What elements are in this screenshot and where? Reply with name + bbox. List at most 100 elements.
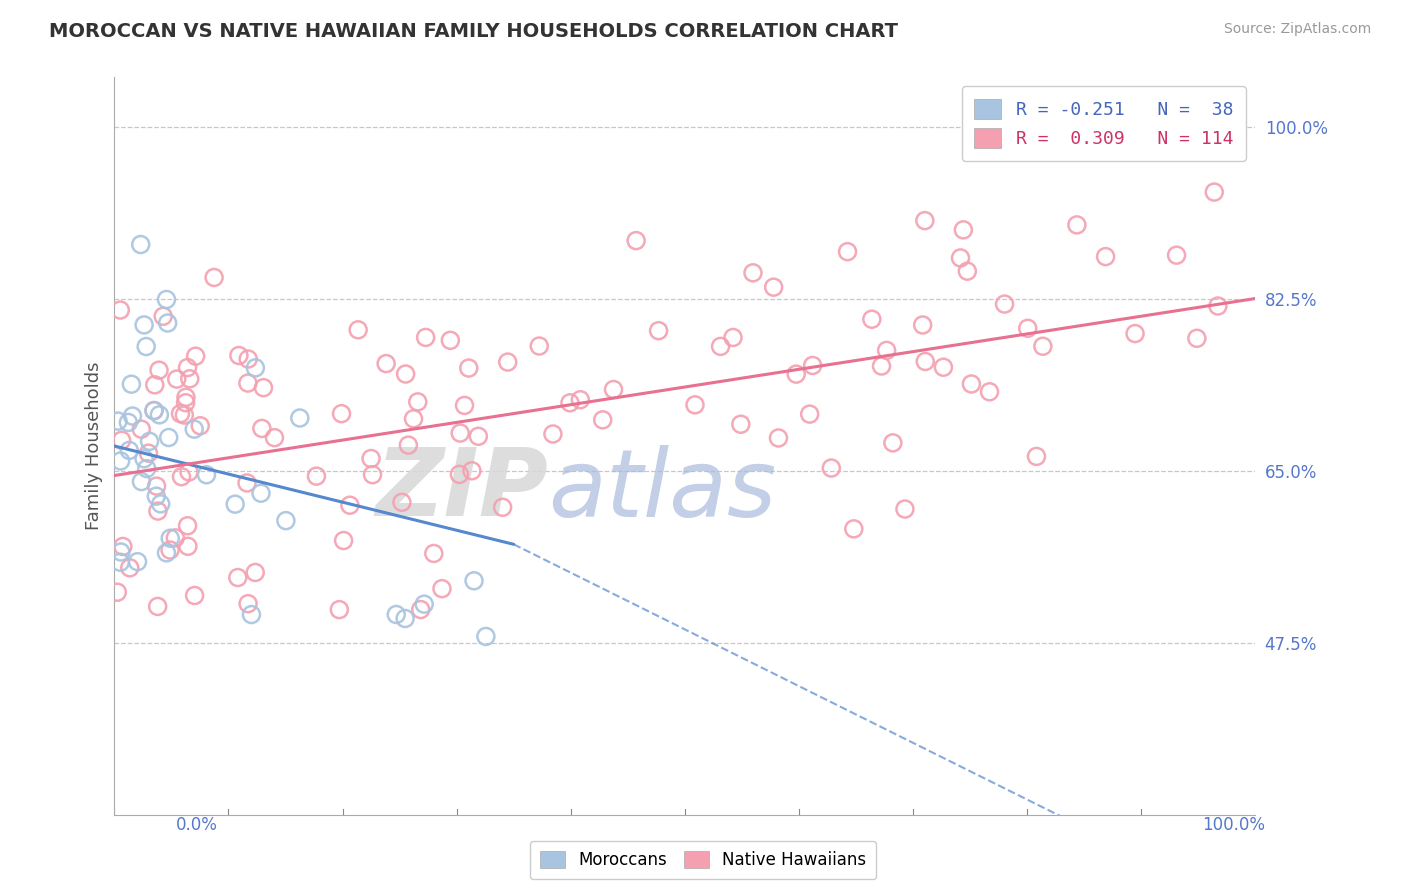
Point (135, 461, 157, 475)
Point (361, 467, 384, 482)
Point (121, 409, 143, 423)
Point (138, 434, 160, 449)
Point (236, 376, 259, 390)
Point (145, 479, 167, 493)
Point (457, 361, 479, 376)
Point (148, 408, 170, 422)
Point (250, 486, 273, 500)
Point (165, 531, 187, 545)
Point (347, 323, 370, 337)
Legend: R = -0.251   N =  38, R =  0.309   N = 114: R = -0.251 N = 38, R = 0.309 N = 114 (962, 87, 1246, 161)
Point (274, 514, 297, 528)
Point (1025, 450, 1047, 464)
Point (1204, 185, 1226, 199)
Point (110, 303, 132, 318)
Point (1032, 339, 1054, 353)
Point (1017, 321, 1039, 335)
Point (730, 417, 752, 432)
Point (453, 398, 475, 412)
Point (174, 390, 197, 404)
Point (174, 396, 197, 410)
Point (170, 469, 193, 483)
Point (129, 237, 152, 252)
Point (406, 395, 429, 409)
Point (402, 411, 425, 425)
Point (395, 367, 418, 381)
Point (860, 312, 883, 326)
Point (785, 367, 807, 381)
Point (226, 570, 249, 584)
Text: 100.0%: 100.0% (1202, 816, 1265, 834)
Point (105, 585, 128, 599)
Point (328, 602, 350, 616)
Point (245, 566, 267, 580)
Point (224, 497, 246, 511)
Point (541, 427, 564, 442)
Point (184, 349, 207, 363)
Point (1066, 218, 1088, 232)
Text: atlas: atlas (548, 445, 776, 536)
Point (183, 422, 205, 436)
Point (177, 465, 200, 479)
Point (762, 280, 785, 294)
Point (979, 384, 1001, 399)
Point (415, 330, 437, 344)
Point (157, 430, 180, 444)
Point (155, 293, 177, 307)
Point (129, 422, 152, 436)
Point (252, 381, 274, 395)
Point (385, 607, 408, 622)
Point (529, 339, 551, 353)
Point (475, 630, 498, 644)
Point (721, 330, 744, 344)
Point (263, 431, 285, 445)
Point (709, 339, 731, 353)
Point (439, 334, 461, 348)
Point (155, 546, 177, 560)
Point (461, 464, 484, 478)
Point (801, 359, 824, 373)
Text: ZIP: ZIP (375, 444, 548, 536)
Point (463, 574, 485, 588)
Point (138, 446, 160, 460)
Point (117, 416, 139, 430)
Point (127, 555, 149, 569)
Point (569, 392, 592, 407)
Point (177, 539, 200, 553)
Point (683, 398, 706, 412)
Point (305, 469, 328, 483)
Point (391, 495, 413, 509)
Point (914, 213, 936, 227)
Point (152, 310, 174, 324)
Point (330, 407, 353, 421)
Point (148, 363, 170, 377)
Point (768, 431, 790, 445)
Point (423, 546, 446, 560)
Point (467, 429, 489, 443)
Point (430, 582, 453, 596)
Point (602, 383, 624, 397)
Point (1206, 299, 1229, 313)
Point (188, 418, 211, 433)
Point (107, 414, 129, 428)
Point (111, 434, 134, 448)
Point (176, 518, 198, 533)
Point (820, 461, 842, 475)
Point (558, 396, 581, 410)
Point (131, 475, 153, 489)
Point (169, 407, 191, 421)
Point (911, 318, 934, 332)
Point (156, 316, 179, 330)
Point (118, 561, 141, 575)
Legend: Moroccans, Native Hawaiians: Moroccans, Native Hawaiians (530, 841, 876, 880)
Point (118, 443, 141, 458)
Point (238, 351, 260, 366)
Point (799, 407, 821, 421)
Point (339, 498, 361, 512)
Point (882, 435, 904, 450)
Point (173, 408, 195, 422)
Point (956, 264, 979, 278)
Point (236, 475, 259, 490)
Point (183, 589, 205, 603)
Point (146, 504, 169, 518)
